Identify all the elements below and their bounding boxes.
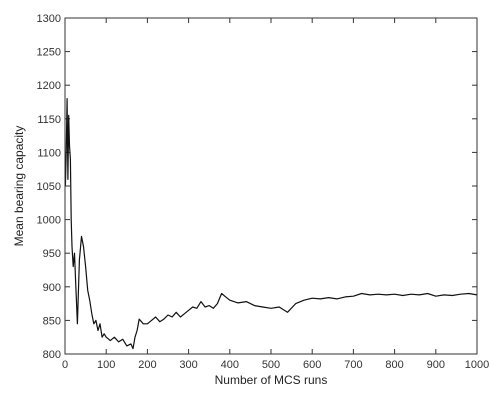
y-axis-label: Mean bearing capacity	[12, 126, 26, 247]
y-tick-label: 1300	[37, 13, 61, 25]
y-tick-label: 1100	[37, 147, 61, 159]
y-tick-label: 1250	[37, 47, 61, 59]
y-tick-label: 800	[43, 349, 61, 361]
x-tick-label: 600	[303, 359, 321, 371]
x-tick-label: 800	[385, 359, 403, 371]
y-tick-label: 1050	[37, 181, 61, 193]
x-tick-label: 400	[221, 359, 239, 371]
x-tick-label: 200	[138, 359, 156, 371]
tick-labels: 0 100 200 300 400 500 600 700 800 900 1000 800 850 90…	[37, 13, 489, 371]
y-tick-label: 1150	[37, 114, 61, 126]
y-tick-label: 1000	[37, 215, 61, 227]
x-tick-label: 900	[427, 359, 445, 371]
y-tick-label: 950	[43, 248, 61, 260]
x-tick-label: 0	[62, 359, 68, 371]
x-tick-label: 300	[179, 359, 197, 371]
plot-frame	[64, 17, 478, 355]
y-tick-label: 1200	[37, 80, 61, 92]
x-axis-label: Number of MCS runs	[215, 373, 328, 387]
plot-area	[65, 18, 477, 354]
series-line	[64, 97, 478, 350]
y-tick-label: 850	[43, 315, 61, 327]
y-tick-label: 900	[43, 282, 61, 294]
x-tick-label: 100	[97, 359, 115, 371]
x-tick-label: 1000	[465, 359, 489, 371]
x-tick-label: 700	[344, 359, 362, 371]
x-tick-label: 500	[262, 359, 280, 371]
